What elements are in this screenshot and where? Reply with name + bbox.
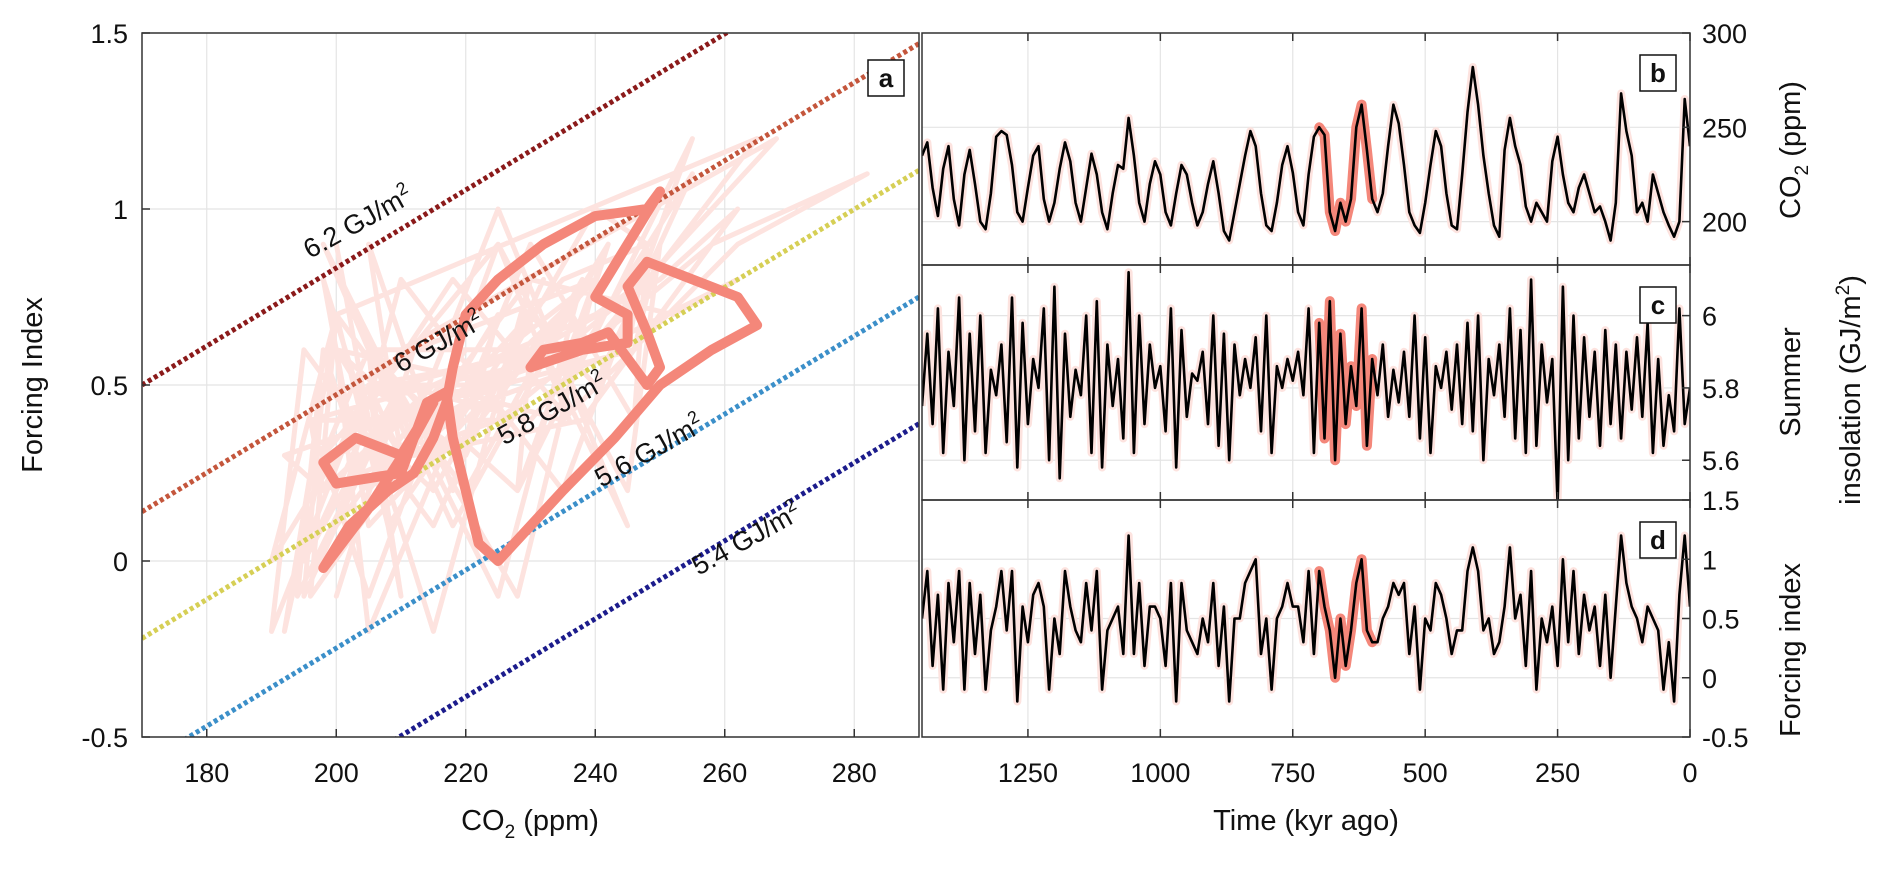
- panel-a-ylabel: Forcing Index: [17, 297, 49, 473]
- panel-b-series-glow: [922, 63, 1690, 245]
- data-layer: [142, 33, 1690, 737]
- panel-b-letter-box: [1639, 54, 1677, 92]
- panel-a-ytick-label: 1.5: [90, 19, 128, 49]
- panel-a-xtick-label: 240: [573, 758, 618, 788]
- panel-c-ylabel-line2: insolation (GJ/m2): [1833, 275, 1867, 505]
- panel-c-plot-area: [922, 268, 1690, 500]
- iso-line-label-text: 5.4 GJ/m: [687, 502, 797, 581]
- time-xtick-label: 250: [1535, 758, 1580, 788]
- panel-c-ylabel-line1: Summer: [1775, 327, 1807, 437]
- panel-b-ytick-label: 250: [1702, 113, 1747, 143]
- panel-d-frame: [921, 499, 1691, 738]
- panel-c-series-line: [922, 270, 1690, 500]
- axes-layer: 180 200 220 240 260 280-0.500.511.56.2 GJ/m26…: [81, 19, 1748, 788]
- panel-d-ytick-label: 0: [1702, 664, 1717, 694]
- panel-b-plot-area: [922, 63, 1690, 245]
- panel-d-ylabel: Forcing index: [1775, 562, 1807, 737]
- iso-insolation-line-5.4: [394, 421, 919, 737]
- panel-d-ytick-label: 1: [1702, 545, 1717, 575]
- panel-a-ytick-label: 0: [113, 547, 128, 577]
- co2-prefix: CO: [1775, 175, 1807, 219]
- co2-suffix: (ppm): [515, 805, 599, 837]
- panel-c-letter: c: [1651, 290, 1665, 320]
- unit-superscript: 2: [1833, 285, 1854, 296]
- co2-subscript: 2: [1792, 165, 1813, 176]
- panel-d-letter: d: [1650, 525, 1666, 555]
- panel-a-xtick-label: 260: [702, 758, 747, 788]
- time-xtick-label: 1000: [1130, 758, 1190, 788]
- panel-a-xtick-label: 280: [832, 758, 877, 788]
- panel-d-plot-area: [922, 531, 1690, 706]
- panel-b-letter: b: [1650, 58, 1666, 88]
- panel-d-series-line: [922, 534, 1690, 703]
- panel-c-letter-box: [1639, 286, 1677, 324]
- time-xlabel: Time (kyr ago): [1213, 805, 1399, 837]
- time-xtick-label: 750: [1270, 758, 1315, 788]
- panel-b-ytick-label: 200: [1702, 208, 1747, 238]
- panel-a-ytick-label: 1: [113, 195, 128, 225]
- panel-b-ytick-label: 300: [1702, 19, 1747, 49]
- time-xtick-label: 1250: [998, 758, 1058, 788]
- panel-a-ytick-label: -0.5: [81, 723, 128, 753]
- co2-prefix: CO: [461, 805, 505, 837]
- panel-c-ytick-label: 5.6: [1702, 446, 1740, 476]
- iso-line-label-text: 6.2 GJ/m: [298, 185, 408, 264]
- panel-a-xtick-label: 220: [443, 758, 488, 788]
- co2-subscript: 2: [505, 822, 516, 843]
- panel-a-xtick-label: 180: [184, 758, 229, 788]
- panel-d-letter-box: [1639, 521, 1677, 559]
- panel-a-highlight-trajectory: [318, 186, 763, 574]
- panel-c-ytick-label: 5.8: [1702, 374, 1740, 404]
- panel-c-ytick-label: 6: [1702, 302, 1717, 332]
- panel-d-ytick-label: -0.5: [1702, 723, 1749, 753]
- iso-line-label: 5.4 GJ/m2: [685, 494, 806, 581]
- panel-b-ylabel: CO2 (ppm): [1775, 81, 1813, 219]
- panel-b-series-line: [922, 65, 1690, 242]
- co2-suffix: (ppm): [1775, 81, 1807, 165]
- time-xtick-label: 500: [1403, 758, 1448, 788]
- time-xtick-label: 0: [1682, 758, 1697, 788]
- panel-a-xlabel: CO2 (ppm): [461, 805, 599, 843]
- panel-a-frame: [141, 32, 920, 738]
- panel-a-letter: a: [879, 63, 894, 93]
- unit-close: ): [1835, 275, 1867, 285]
- panel-a-plot-area: [142, 33, 919, 737]
- panel-a-letter-box: [867, 59, 905, 97]
- panel-a-xtick-label: 200: [314, 758, 359, 788]
- insolation-unit: insolation (GJ/m: [1835, 295, 1867, 505]
- iso-insolation-line-6: [142, 41, 919, 514]
- panel-d-ytick-label: 1.5: [1702, 486, 1740, 516]
- panel-d-ytick-label: 0.5: [1702, 605, 1740, 635]
- iso-line-label: 6.2 GJ/m2: [297, 178, 418, 265]
- panel-a-ytick-label: 0.5: [90, 371, 128, 401]
